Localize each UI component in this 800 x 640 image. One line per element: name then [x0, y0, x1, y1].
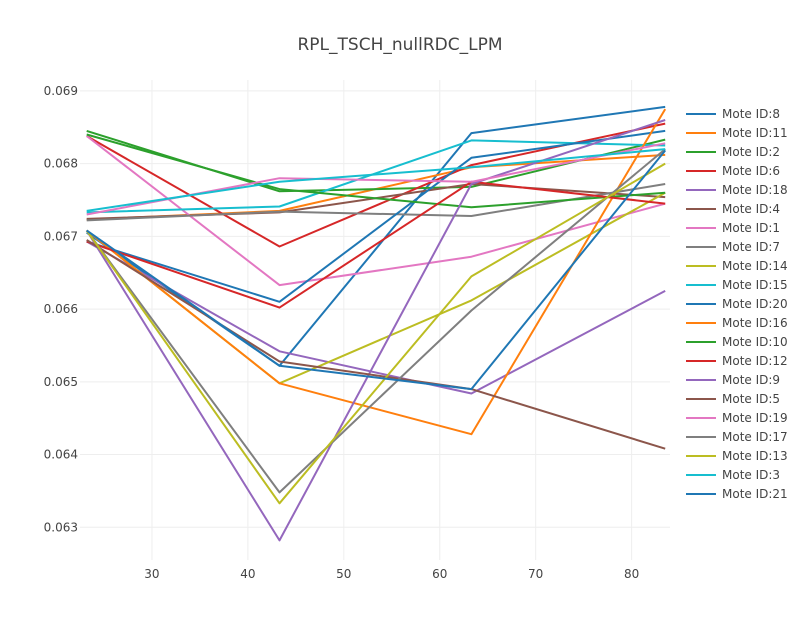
legend-item[interactable]: Mote ID:18 — [686, 183, 788, 197]
legend-label: Mote ID:14 — [722, 259, 788, 273]
series-line-15 — [85, 119, 666, 542]
y-tick-label: 0.067 — [44, 229, 78, 243]
y-tick-label: 0.065 — [44, 375, 78, 389]
series-line-18 — [85, 148, 666, 494]
series-line-16 — [86, 239, 666, 450]
legend-item[interactable]: Mote ID:14 — [686, 259, 788, 273]
series-line-13 — [86, 133, 666, 209]
y-tick-label: 0.064 — [44, 448, 78, 462]
legend-label: Mote ID:20 — [722, 297, 788, 311]
legend-item[interactable]: Mote ID:5 — [686, 392, 780, 406]
legend-item[interactable]: Mote ID:4 — [686, 202, 780, 216]
legend-label: Mote ID:4 — [722, 202, 780, 216]
legend-label: Mote ID:10 — [722, 335, 788, 349]
legend-label: Mote ID:6 — [722, 164, 780, 178]
legend-item[interactable]: Mote ID:8 — [686, 107, 780, 121]
legend-label: Mote ID:9 — [722, 373, 780, 387]
legend-item[interactable]: Mote ID:13 — [686, 449, 788, 463]
legend-label: Mote ID:5 — [722, 392, 780, 406]
x-tick-label: 50 — [336, 567, 351, 581]
legend-item[interactable]: Mote ID:1 — [686, 221, 780, 235]
legend-label: Mote ID:3 — [722, 468, 780, 482]
legend-item[interactable]: Mote ID:19 — [686, 411, 788, 425]
y-tick-label: 0.063 — [44, 520, 78, 534]
legend-label: Mote ID:8 — [722, 107, 780, 121]
legend-label: Mote ID:16 — [722, 316, 788, 330]
x-tick-label: 80 — [624, 567, 639, 581]
legend: Mote ID:8 Mote ID:11 Mote ID:2 Mote ID:6 Mot… — [686, 107, 788, 501]
legend-item[interactable]: Mote ID:3 — [686, 468, 780, 482]
series-line-5 — [86, 240, 666, 395]
y-tick-label: 0.066 — [44, 302, 78, 316]
series-line-19 — [85, 162, 666, 505]
y-tick-label: 0.068 — [44, 157, 78, 171]
legend-label: Mote ID:15 — [722, 278, 788, 292]
legend-label: Mote ID:2 — [722, 145, 780, 159]
x-tick-label: 40 — [240, 567, 255, 581]
chart-title: RPL_TSCH_nullRDC_LPM — [297, 35, 502, 55]
x-tick-label: 70 — [528, 567, 543, 581]
series-line-14 — [86, 180, 666, 309]
legend-item[interactable]: Mote ID:7 — [686, 240, 780, 254]
legend-label: Mote ID:1 — [722, 221, 780, 235]
series-line-11 — [86, 129, 666, 303]
y-tick-label: 0.069 — [44, 84, 78, 98]
legend-item[interactable]: Mote ID:16 — [686, 316, 788, 330]
legend-label: Mote ID:19 — [722, 411, 788, 425]
series-line-20 — [86, 148, 666, 212]
legend-item[interactable]: Mote ID:15 — [686, 278, 788, 292]
legend-item[interactable]: Mote ID:20 — [686, 297, 788, 311]
legend-item[interactable]: Mote ID:12 — [686, 354, 788, 368]
legend-label: Mote ID:18 — [722, 183, 788, 197]
x-tick-label: 30 — [144, 567, 159, 581]
x-axis: 30 40 50 60 70 80 — [144, 567, 639, 581]
series-line-10 — [86, 139, 666, 214]
legend-label: Mote ID:12 — [722, 354, 788, 368]
x-tick-label: 60 — [432, 567, 447, 581]
legend-label: Mote ID:21 — [722, 487, 788, 501]
legend-item[interactable]: Mote ID:6 — [686, 164, 780, 178]
legend-label: Mote ID:17 — [722, 430, 788, 444]
grid — [80, 80, 670, 560]
legend-item[interactable]: Mote ID:11 — [686, 126, 788, 140]
legend-label: Mote ID:11 — [722, 126, 788, 140]
legend-label: Mote ID:7 — [722, 240, 780, 254]
y-axis: 0.063 0.064 0.065 0.066 0.067 0.068 0.069 — [44, 84, 78, 534]
plot-area — [85, 105, 667, 542]
legend-item[interactable]: Mote ID:2 — [686, 145, 780, 159]
legend-item[interactable]: Mote ID:9 — [686, 373, 780, 387]
series-line-12 — [86, 108, 667, 436]
series-line-21 — [86, 149, 666, 391]
legend-item[interactable]: Mote ID:21 — [686, 487, 788, 501]
legend-item[interactable]: Mote ID:10 — [686, 335, 788, 349]
legend-label: Mote ID:13 — [722, 449, 788, 463]
legend-item[interactable]: Mote ID:17 — [686, 430, 788, 444]
